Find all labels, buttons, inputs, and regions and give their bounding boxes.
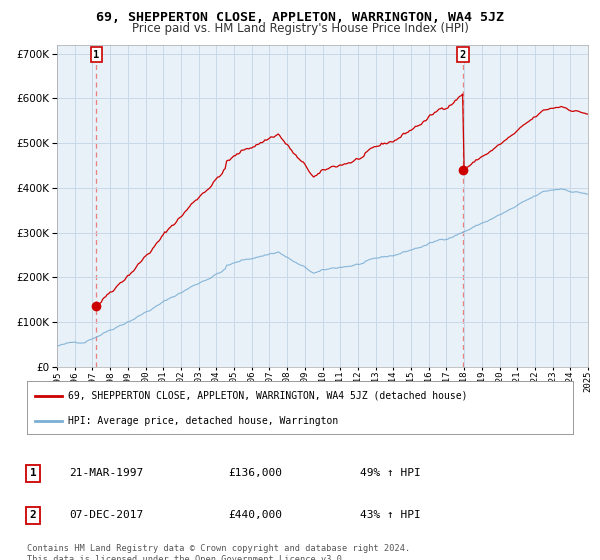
Text: 07-DEC-2017: 07-DEC-2017 [69, 510, 143, 520]
Text: HPI: Average price, detached house, Warrington: HPI: Average price, detached house, Warr… [68, 416, 338, 426]
Text: 1: 1 [93, 50, 100, 59]
Text: £440,000: £440,000 [228, 510, 282, 520]
Text: Contains HM Land Registry data © Crown copyright and database right 2024.
This d: Contains HM Land Registry data © Crown c… [27, 544, 410, 560]
Text: 69, SHEPPERTON CLOSE, APPLETON, WARRINGTON, WA4 5JZ: 69, SHEPPERTON CLOSE, APPLETON, WARRINGT… [96, 11, 504, 24]
Text: 43% ↑ HPI: 43% ↑ HPI [360, 510, 421, 520]
Text: £136,000: £136,000 [228, 468, 282, 478]
Text: 21-MAR-1997: 21-MAR-1997 [69, 468, 143, 478]
Text: 1: 1 [29, 468, 37, 478]
Text: Price paid vs. HM Land Registry's House Price Index (HPI): Price paid vs. HM Land Registry's House … [131, 22, 469, 35]
Text: 2: 2 [29, 510, 37, 520]
Text: 2: 2 [460, 50, 466, 59]
Text: 69, SHEPPERTON CLOSE, APPLETON, WARRINGTON, WA4 5JZ (detached house): 69, SHEPPERTON CLOSE, APPLETON, WARRINGT… [68, 391, 467, 401]
Text: 49% ↑ HPI: 49% ↑ HPI [360, 468, 421, 478]
